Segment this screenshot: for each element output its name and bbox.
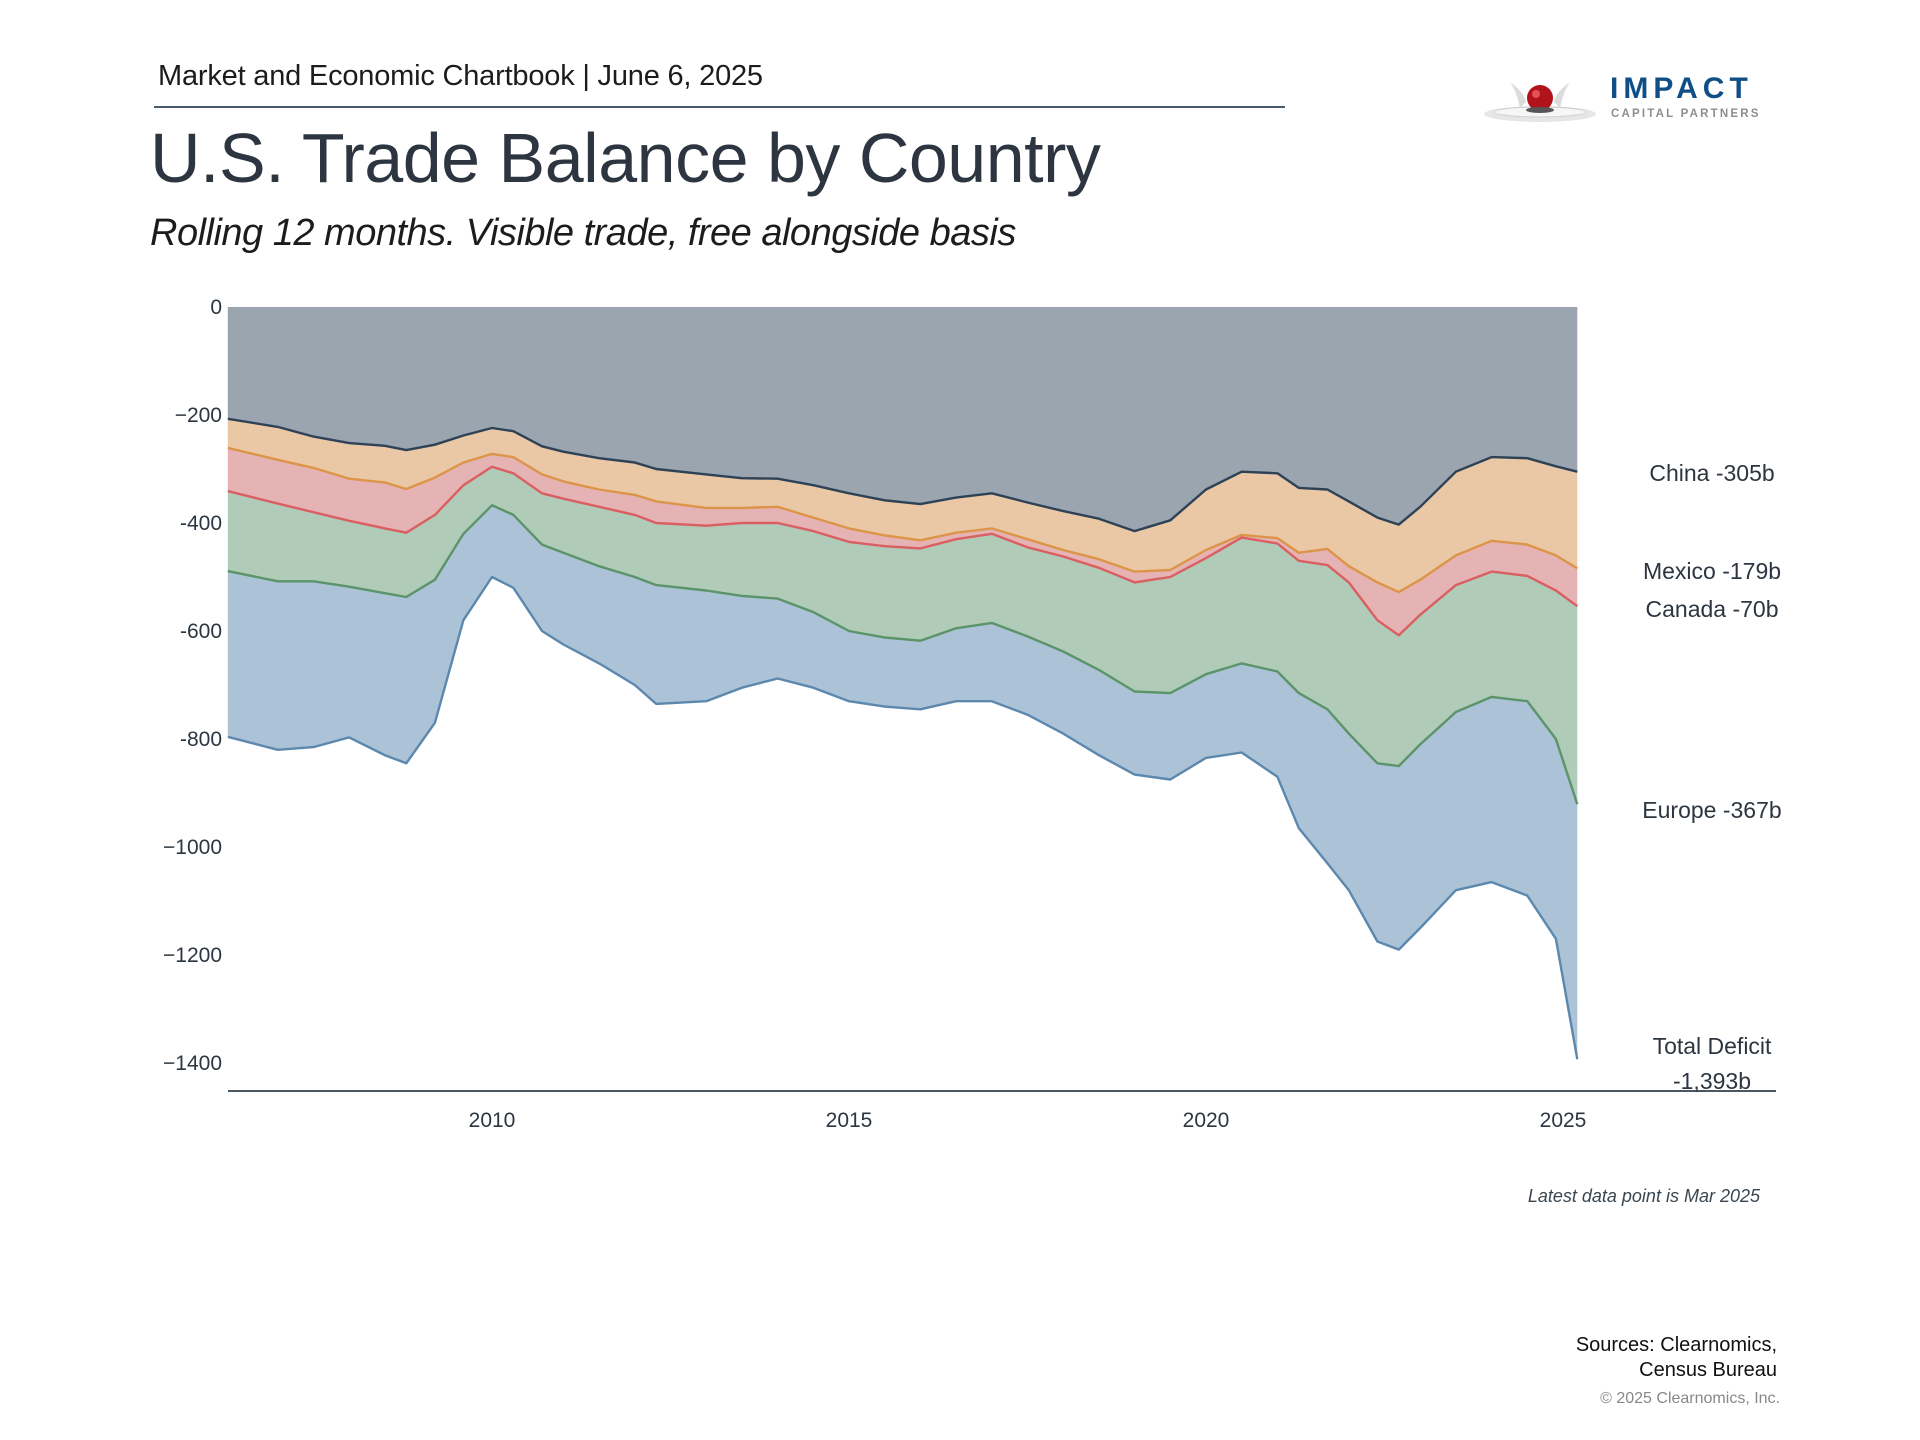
y-tick-label: -600 xyxy=(180,620,222,643)
end-label-canada: Canada -70b xyxy=(1646,596,1779,622)
line-canada xyxy=(227,465,1579,637)
x-tick-label: 2015 xyxy=(826,1109,873,1132)
end-label-total-value: -1,393b xyxy=(1673,1068,1751,1094)
line-rest-of-world xyxy=(227,575,1579,1060)
impact-capital-logo: IMPACT CAPITAL PARTNERS xyxy=(1480,68,1780,128)
sources-line-2: Census Bureau xyxy=(1639,1359,1777,1381)
sources: Sources: Clearnomics, Census Bureau xyxy=(1576,1333,1777,1383)
logo-splash-icon xyxy=(1484,82,1596,122)
line-mexico xyxy=(227,446,1578,594)
logo-sub-text: CAPITAL PARTNERS xyxy=(1611,108,1761,120)
y-tick-label: −200 xyxy=(175,404,222,427)
end-label-mexico: Mexico -179b xyxy=(1643,558,1781,584)
stacked-areas xyxy=(227,307,1578,1060)
end-label-total-title: Total Deficit xyxy=(1653,1033,1772,1059)
end-label-europe: Europe -367b xyxy=(1642,797,1781,823)
x-tick-label: 2010 xyxy=(469,1109,516,1132)
y-tick-label: −1000 xyxy=(163,836,222,859)
y-tick-label: −1200 xyxy=(163,944,222,967)
y-tick-label: -800 xyxy=(180,728,222,751)
line-europe xyxy=(227,504,1579,805)
y-tick-label: -400 xyxy=(180,512,222,535)
y-tick-label: 0 xyxy=(210,296,222,319)
latest-data-note: Latest data point is Mar 2025 xyxy=(1527,1186,1760,1206)
copyright: © 2025 Clearnomics, Inc. xyxy=(1600,1390,1780,1407)
x-axis: 2010 2015 2020 2025 xyxy=(469,1109,1587,1132)
y-tick-label: −1400 xyxy=(163,1052,222,1075)
area-china xyxy=(227,307,1578,532)
sources-line-1: Sources: Clearnomics, xyxy=(1575,1334,1777,1356)
y-axis: 0 −200 -400 -600 -800 −1000 −1200 −1400 xyxy=(163,296,222,1075)
header-divider xyxy=(154,106,1285,108)
page-title: U.S. Trade Balance by Country xyxy=(150,119,1101,197)
area-canada xyxy=(227,447,1578,636)
logo-brand-text: IMPACT xyxy=(1610,72,1753,105)
end-labels: China -305b Mexico -179b Canada -70b Europe… xyxy=(1642,460,1781,1094)
chartbook-header: Market and Economic Chartbook | June 6, … xyxy=(158,60,763,92)
area-mexico xyxy=(227,418,1578,593)
page-subtitle: Rolling 12 months. Visible trade, free a… xyxy=(150,212,1016,254)
area-rest-of-world xyxy=(227,505,1578,1060)
x-tick-label: 2025 xyxy=(1540,1109,1587,1132)
x-tick-label: 2020 xyxy=(1183,1109,1230,1132)
end-label-china: China -305b xyxy=(1649,460,1774,486)
line-china xyxy=(227,417,1578,533)
series-lines xyxy=(227,417,1579,1060)
area-europe xyxy=(227,466,1578,805)
